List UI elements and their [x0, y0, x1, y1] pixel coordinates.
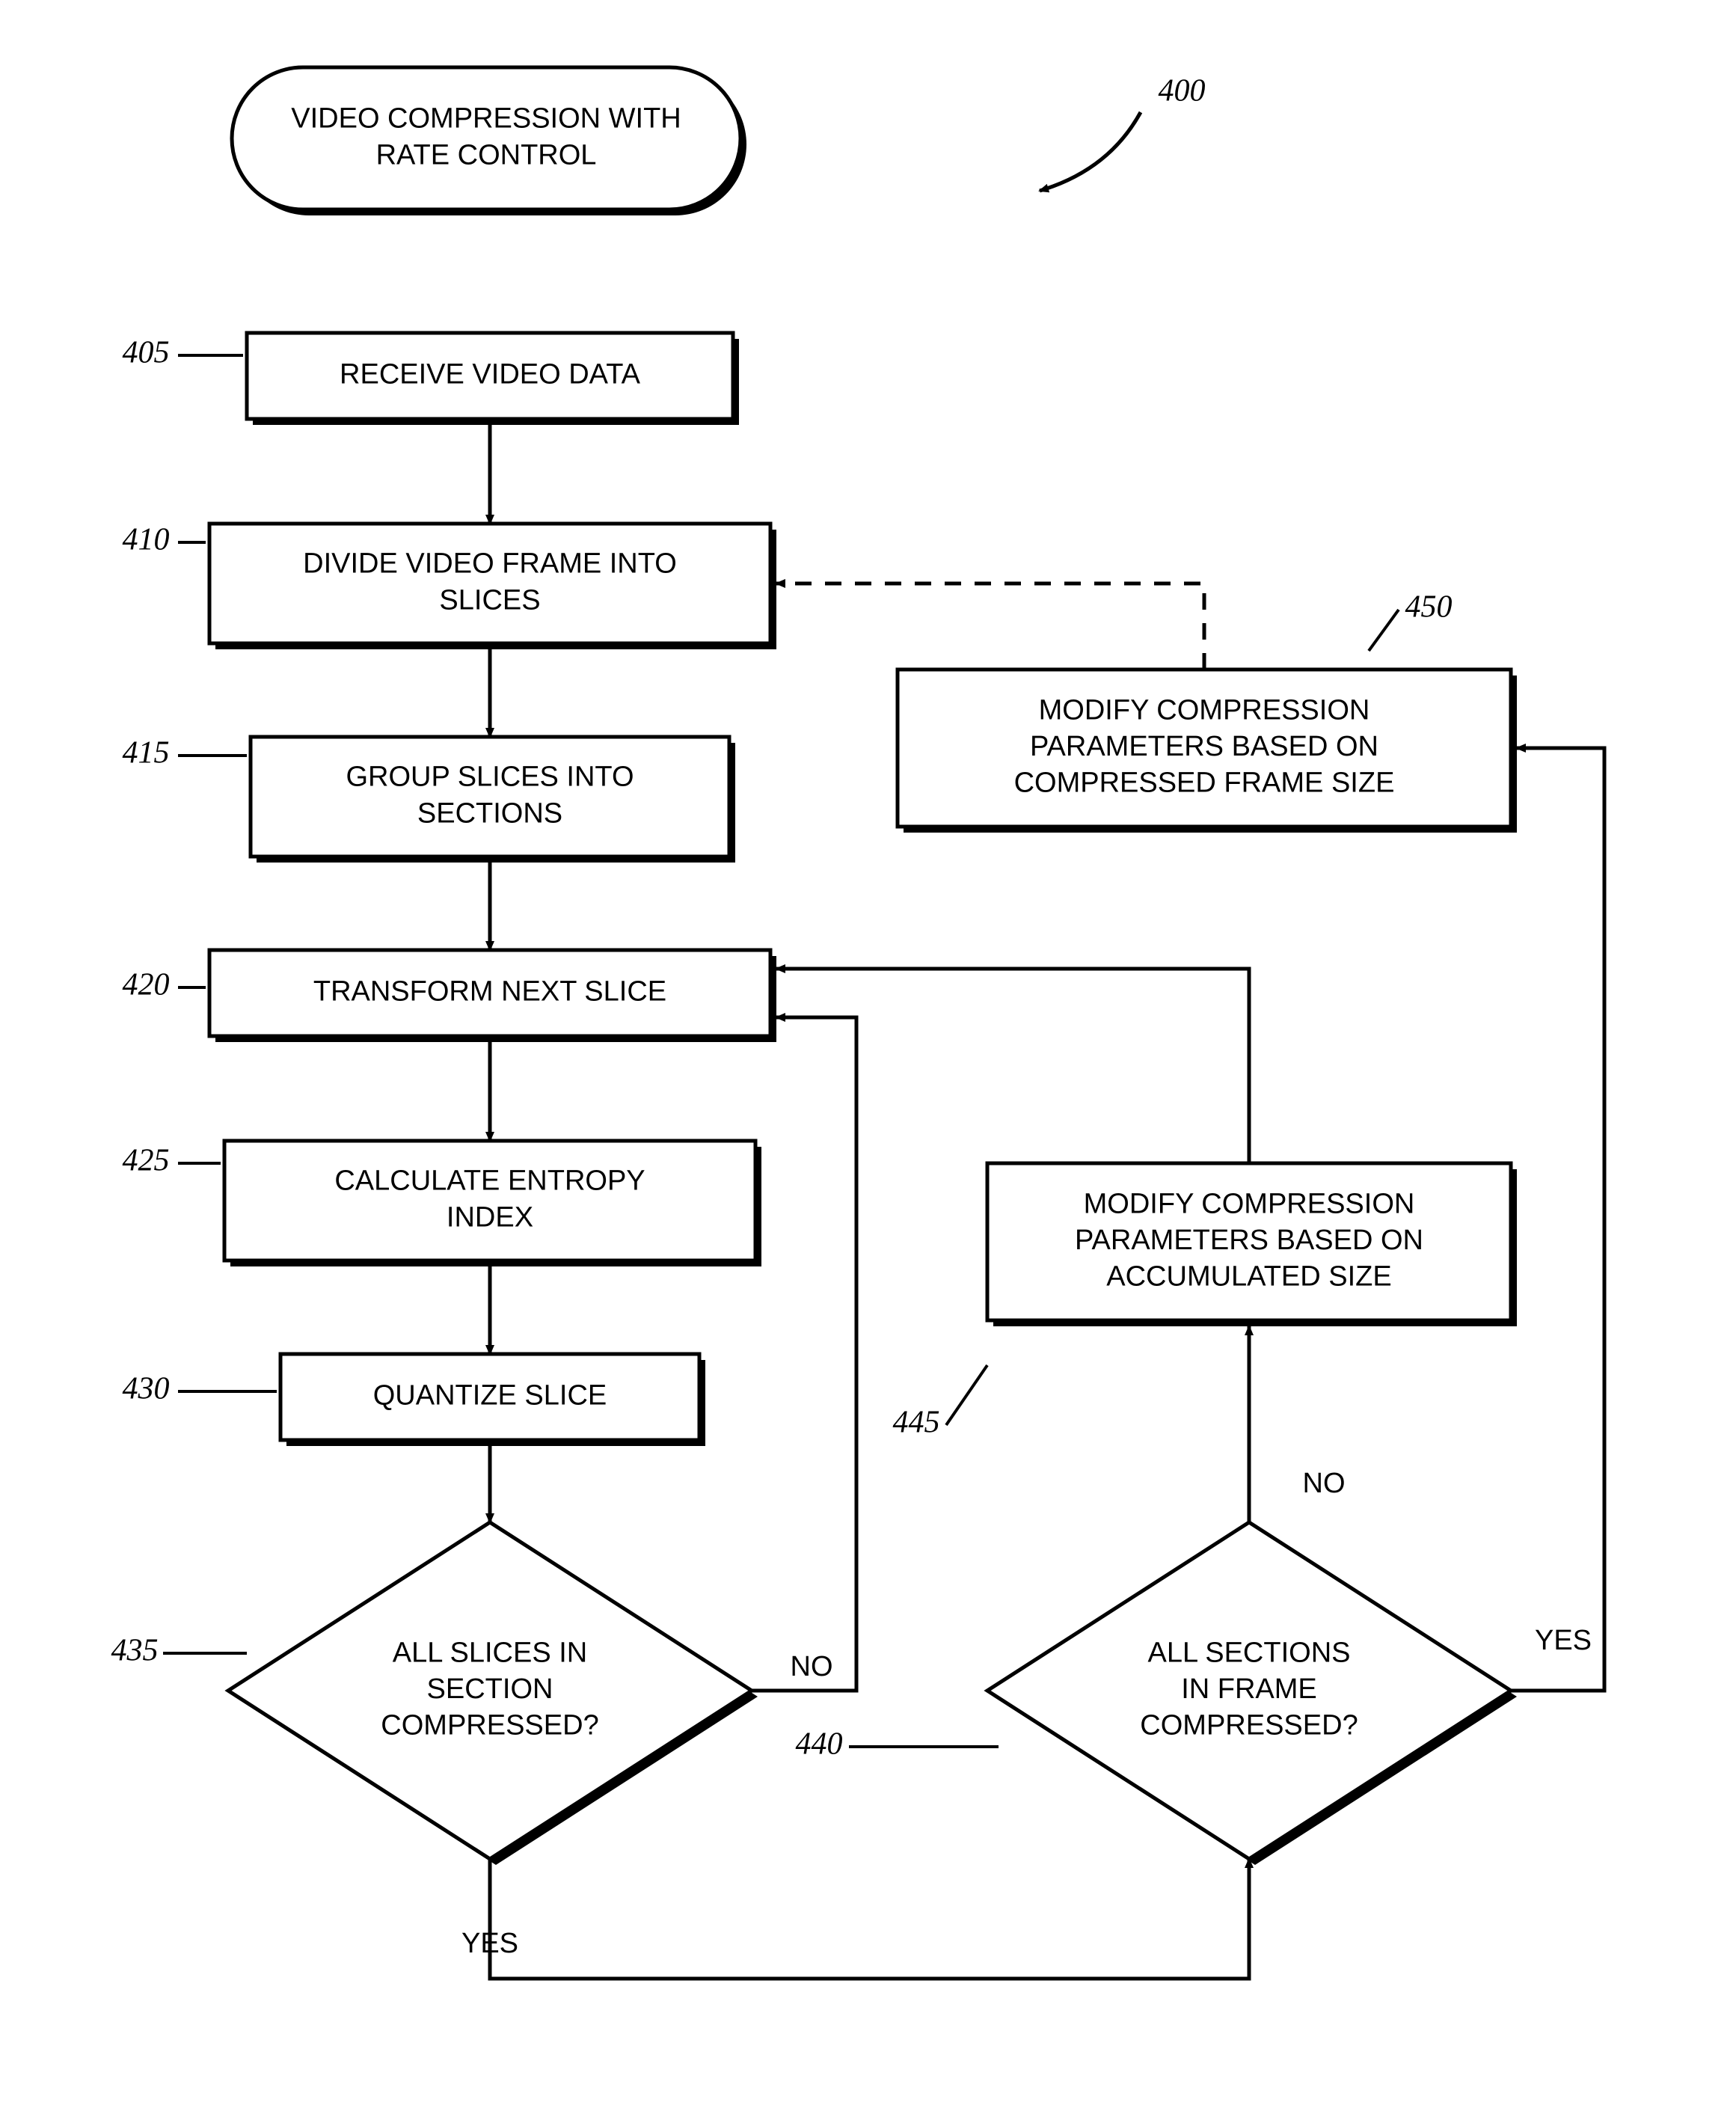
n445-text: MODIFY COMPRESSION	[1084, 1188, 1415, 1219]
ref-label-450: 450	[1405, 590, 1453, 625]
n420-text: TRANSFORM NEXT SLICE	[313, 976, 666, 1008]
ref-label-445: 445	[893, 1406, 940, 1440]
n410-text: DIVIDE VIDEO FRAME INTO	[303, 548, 677, 580]
edge	[752, 1017, 856, 1691]
ref-label-400: 400	[1159, 74, 1206, 108]
n425-text: CALCULATE ENTROPY	[334, 1165, 645, 1197]
n450-text: MODIFY COMPRESSION	[1039, 694, 1370, 726]
n415-text: SECTIONS	[417, 797, 562, 829]
edge	[1511, 748, 1604, 1691]
edge-label-no: NO	[791, 1651, 833, 1682]
edge-label-no: NO	[1303, 1468, 1346, 1499]
ref-label-415: 415	[123, 736, 170, 771]
ref-label-435: 435	[111, 1634, 159, 1668]
title-text: VIDEO COMPRESSION WITH	[291, 103, 681, 135]
title-box	[232, 67, 740, 209]
ref-label-440: 440	[796, 1727, 843, 1762]
ref-label-425: 425	[123, 1144, 170, 1178]
n415-box	[251, 737, 729, 857]
n445-text: ACCUMULATED SIZE	[1106, 1261, 1391, 1293]
ref-leader	[946, 1365, 987, 1425]
edge	[776, 969, 1249, 1163]
n450-text: COMPRESSED FRAME SIZE	[1014, 768, 1395, 799]
ref-label-405: 405	[123, 336, 170, 370]
ref-leader	[1369, 610, 1399, 651]
n425-box	[224, 1141, 755, 1260]
title-text: RATE CONTROL	[376, 139, 597, 171]
n405-text: RECEIVE VIDEO DATA	[340, 359, 641, 390]
ref-label-430: 430	[123, 1372, 170, 1406]
ref-label-420: 420	[123, 968, 170, 1002]
flowchart-canvas: VIDEO COMPRESSION WITH RATE CONTROL RECEIV…	[0, 0, 1736, 2126]
n425-text: INDEX	[447, 1201, 533, 1233]
n440-text: COMPRESSED?	[1140, 1710, 1358, 1741]
n435-text: COMPRESSED?	[381, 1710, 598, 1741]
ref-400-arrow	[1040, 112, 1141, 191]
n435-text: ALL SLICES IN	[393, 1637, 588, 1668]
n415-text: GROUP SLICES INTO	[346, 762, 634, 793]
n450-text: PARAMETERS BASED ON	[1030, 731, 1378, 762]
edge	[490, 1859, 1249, 1979]
n440-text: ALL SECTIONS	[1147, 1637, 1350, 1668]
edge-label-yes: YES	[461, 1928, 518, 1959]
edge	[776, 583, 1204, 670]
n410-box	[209, 524, 770, 643]
edge-label-yes: YES	[1535, 1625, 1592, 1656]
n410-text: SLICES	[439, 584, 540, 616]
n445-text: PARAMETERS BASED ON	[1075, 1225, 1423, 1256]
ref-label-410: 410	[123, 523, 170, 557]
n440-text: IN FRAME	[1181, 1673, 1317, 1705]
n430-text: QUANTIZE SLICE	[373, 1380, 607, 1412]
n435-text: SECTION	[427, 1673, 553, 1705]
